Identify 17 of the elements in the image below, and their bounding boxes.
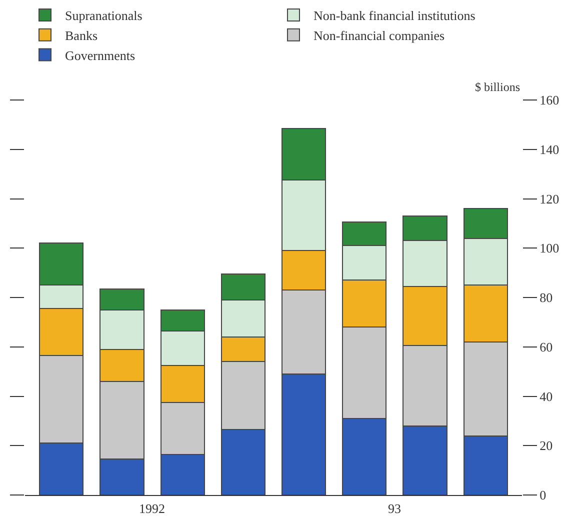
y-axis-title: $ billions (475, 80, 520, 94)
y-tick-label: 60 (540, 339, 553, 354)
legend-label: Banks (65, 28, 98, 43)
legend-label: Non-financial companies (314, 28, 445, 43)
text: 93 (388, 501, 401, 516)
legend-label: Governments (65, 48, 136, 63)
text: 1992 (139, 501, 165, 516)
y-tick-label: 160 (540, 92, 560, 108)
y-tick-label: 40 (540, 388, 553, 404)
y-tick-label: 100 (540, 240, 560, 256)
legend-label: Supranationals (65, 8, 142, 24)
y-tick-label: 80 (540, 290, 553, 306)
y-tick-label: 0 (540, 488, 546, 503)
y-tick-label: 20 (540, 438, 553, 454)
y-tick-label: 140 (540, 142, 560, 157)
y-tick-label: 120 (540, 191, 560, 206)
legend-label: Non-bank financial institutions (314, 8, 476, 24)
